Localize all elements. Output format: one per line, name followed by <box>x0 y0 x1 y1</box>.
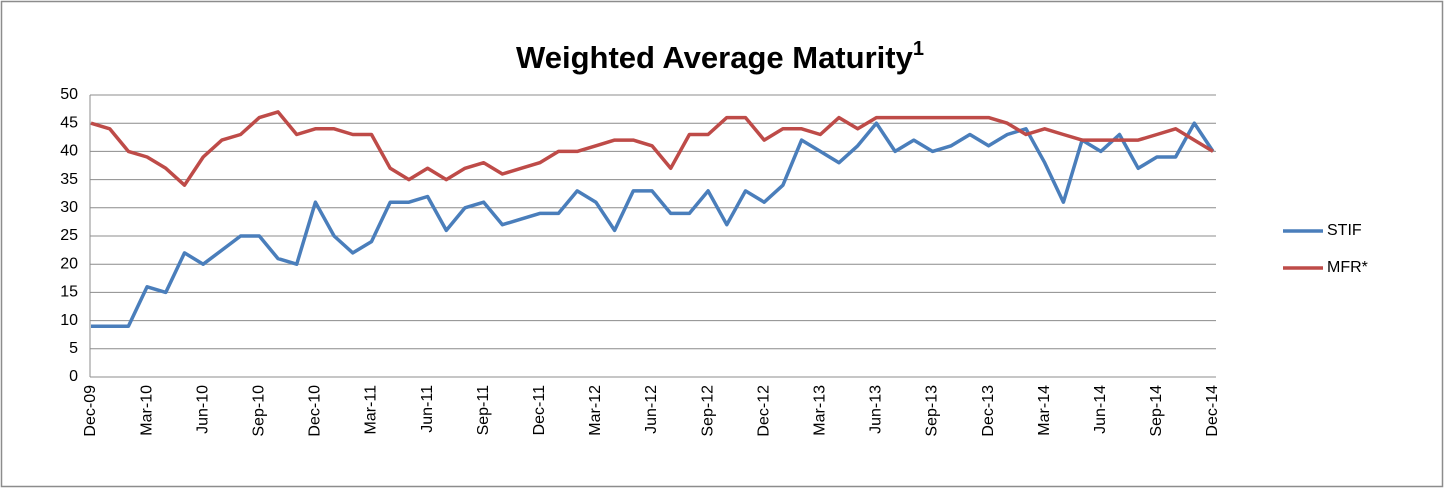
legend-label: MFR* <box>1327 259 1368 276</box>
title-superscript: 1 <box>913 38 924 60</box>
y-tick-label: 20 <box>60 255 78 272</box>
y-tick-label: 15 <box>60 284 78 301</box>
x-tick-label: Mar-11 <box>363 385 380 435</box>
x-tick-label: Sep-14 <box>1148 385 1165 437</box>
x-tick-label: Sep-12 <box>699 385 716 437</box>
y-tick-label: 45 <box>60 114 78 131</box>
line-series <box>90 110 1214 187</box>
y-tick-label: 25 <box>60 227 78 244</box>
title-text: Weighted Average Maturity <box>516 40 914 75</box>
x-tick-label: Dec-09 <box>82 385 99 437</box>
x-tick-label: Mar-10 <box>138 385 155 436</box>
x-tick-label: Mar-13 <box>812 385 829 436</box>
x-tick-label: Dec-11 <box>531 385 548 435</box>
line-series <box>91 121 1215 328</box>
x-tick-label: Jun-11 <box>419 385 436 433</box>
x-tick-label: Sep-13 <box>924 385 941 437</box>
x-tick-label: Mar-12 <box>587 385 604 436</box>
x-tick-label: Dec-14 <box>1204 385 1221 437</box>
legend-label: STIF <box>1327 222 1362 239</box>
x-tick-label: Jun-14 <box>1092 385 1109 434</box>
y-tick-label: 40 <box>60 143 78 160</box>
x-tick-label: Dec-10 <box>307 385 324 437</box>
y-tick-label: 35 <box>60 171 78 188</box>
x-tick-label: Jun-10 <box>194 385 211 434</box>
x-tick-label: Dec-12 <box>755 385 772 437</box>
y-tick-label: 30 <box>60 199 78 216</box>
x-tick-label: Mar-14 <box>1036 385 1053 436</box>
y-tick-label: 5 <box>69 340 78 357</box>
y-tick-label: 10 <box>60 312 78 329</box>
x-tick-label: Sep-11 <box>475 385 492 436</box>
y-tick-label: 50 <box>60 86 78 103</box>
chart-title: Weighted Average Maturity1 <box>516 38 924 75</box>
y-tick-label: 0 <box>69 368 78 385</box>
x-tick-label: Sep-10 <box>251 385 268 437</box>
x-tick-label: Dec-13 <box>980 385 997 437</box>
x-tick-label: Jun-12 <box>643 385 660 434</box>
x-tick-label: Jun-13 <box>868 385 885 434</box>
